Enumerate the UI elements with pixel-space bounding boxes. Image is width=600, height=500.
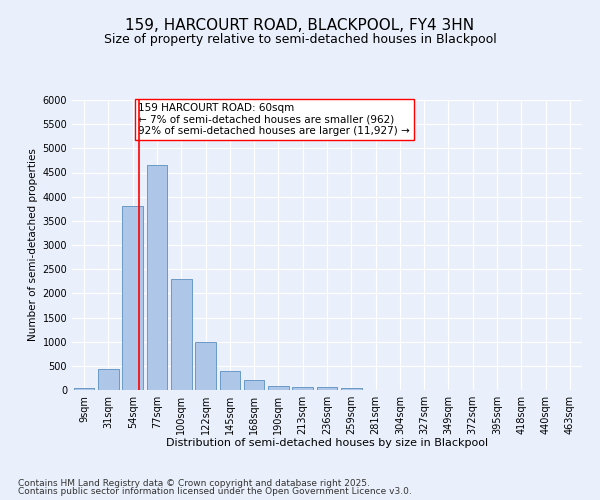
Bar bbox=[195, 342, 216, 390]
Bar bbox=[244, 380, 265, 390]
Bar bbox=[220, 370, 240, 390]
Bar bbox=[74, 388, 94, 390]
X-axis label: Distribution of semi-detached houses by size in Blackpool: Distribution of semi-detached houses by … bbox=[166, 438, 488, 448]
Text: Contains HM Land Registry data © Crown copyright and database right 2025.: Contains HM Land Registry data © Crown c… bbox=[18, 478, 370, 488]
Text: 159, HARCOURT ROAD, BLACKPOOL, FY4 3HN: 159, HARCOURT ROAD, BLACKPOOL, FY4 3HN bbox=[125, 18, 475, 32]
Text: 159 HARCOURT ROAD: 60sqm
← 7% of semi-detached houses are smaller (962)
92% of s: 159 HARCOURT ROAD: 60sqm ← 7% of semi-de… bbox=[139, 103, 410, 136]
Bar bbox=[98, 369, 119, 390]
Bar bbox=[317, 386, 337, 390]
Bar bbox=[171, 279, 191, 390]
Bar bbox=[341, 388, 362, 390]
Bar bbox=[292, 386, 313, 390]
Bar bbox=[122, 206, 143, 390]
Bar bbox=[146, 165, 167, 390]
Text: Size of property relative to semi-detached houses in Blackpool: Size of property relative to semi-detach… bbox=[104, 32, 496, 46]
Y-axis label: Number of semi-detached properties: Number of semi-detached properties bbox=[28, 148, 38, 342]
Bar bbox=[268, 386, 289, 390]
Text: Contains public sector information licensed under the Open Government Licence v3: Contains public sector information licen… bbox=[18, 487, 412, 496]
